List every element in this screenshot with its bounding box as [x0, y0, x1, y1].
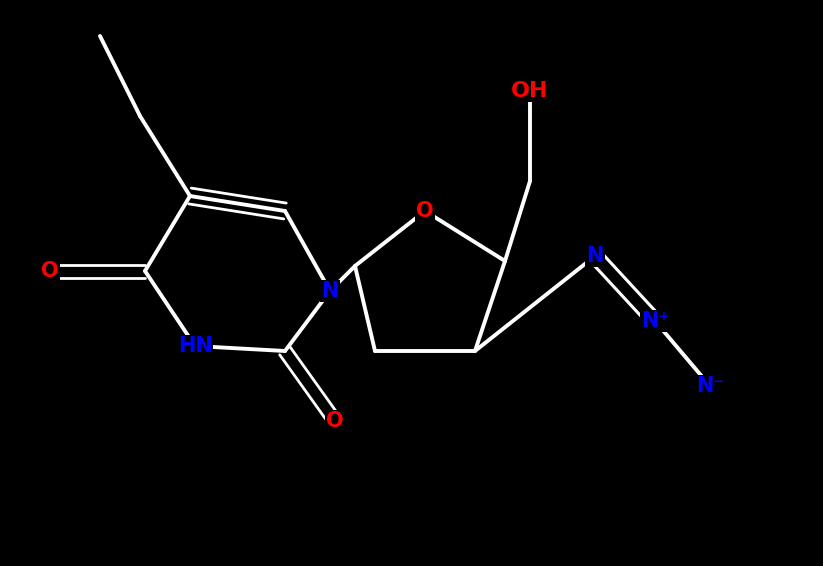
Text: N⁻: N⁻ — [695, 376, 724, 396]
Text: N⁺: N⁺ — [641, 311, 669, 331]
Text: N: N — [321, 281, 339, 301]
Text: O: O — [41, 261, 58, 281]
Text: HN: HN — [178, 336, 212, 356]
Text: O: O — [416, 201, 434, 221]
Text: O: O — [326, 411, 344, 431]
Text: OH: OH — [511, 81, 549, 101]
Text: N: N — [586, 246, 604, 266]
